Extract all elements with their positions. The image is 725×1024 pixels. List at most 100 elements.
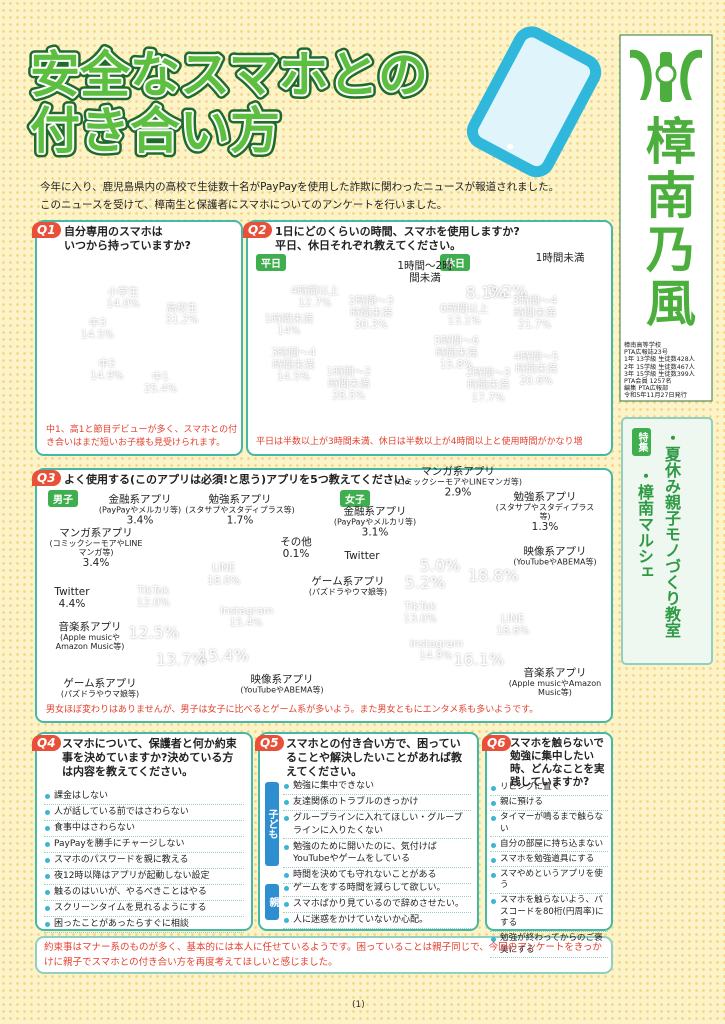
info-line: PTA広報誌23号 — [624, 349, 668, 357]
question: よく使用する(このアプリは必須!と思う)アプリを5つ教えてください。 — [64, 473, 416, 486]
slice-name: 映像系アプリ — [250, 673, 314, 686]
answer-item: 時間を決めても守れないことがある — [283, 869, 471, 884]
pie-label: 音楽系アプリ (Apple musicやAmazon Music等) — [44, 621, 136, 651]
answer-item: 課金はしない — [44, 790, 244, 805]
pie-label: 3時間〜4時間未満 21.7% — [509, 295, 561, 331]
pie-label: 映像系アプリ (YouTubeやABEMA等) — [227, 673, 337, 694]
q-badge: Q6 — [482, 735, 511, 751]
pie-label: 4時間〜5時間未満 20.6% — [510, 351, 562, 387]
question-line: 自分専用のスマホは — [64, 225, 163, 238]
slice-name: 3時間〜4時間未満 — [512, 295, 558, 320]
question: スマホとの付き合い方で、困っていることや解決したいことがあれば教えてください。 — [286, 737, 462, 778]
feature-item: ・樟南マルシェ — [635, 468, 654, 580]
slice-value: 13.0% — [403, 612, 437, 625]
group-label: 親 — [265, 884, 279, 920]
title-line: 付き合い方 — [30, 102, 280, 160]
chart-title: 平日 — [256, 254, 286, 271]
pie-label: 金融系アプリ (PayPayやメルカリ等) 3.4% — [90, 493, 190, 526]
slice-name: 映像系アプリ — [523, 545, 587, 558]
title-line: 安全なスマホとの — [30, 46, 428, 104]
slice-name: 音楽系アプリ — [58, 620, 122, 633]
slice-name: 4時間〜5時間未満 — [513, 350, 559, 375]
chart-title: 女子 — [340, 490, 370, 507]
slice-value: 3.4% — [82, 557, 110, 570]
info-line: PTA会員 1257名 — [624, 378, 672, 386]
answer-item: スマホばかり見ているので辞めさせたい。 — [283, 898, 471, 913]
answer-item: 人に迷惑をかけていないか心配。 — [283, 914, 471, 929]
logo — [630, 49, 702, 102]
slice-name: 勉強系アプリ — [208, 493, 272, 506]
chart-title: 休日 — [440, 254, 470, 271]
pie-label: 映像系アプリ (YouTubeやABEMA等) — [503, 545, 607, 566]
slice-value: 8.1% — [465, 282, 507, 302]
slice-value: 0.1% — [282, 548, 310, 560]
slice-name: その他 — [280, 535, 312, 548]
slice-value: 16.1% — [453, 650, 505, 670]
answer-item: スマホのパスワードを親に教える — [44, 854, 244, 869]
note: 平日は半数以上が3時間未満、休日は半数以上が4時間以上と使用時間がかなり増 — [256, 437, 583, 447]
info-line: 3年 15学級 生徒数399人 — [624, 370, 695, 378]
pie-label: 2時間〜3時間未満 17.7% — [462, 367, 514, 403]
pie-label: ゲーム系アプリ (パズドラやウマ娘等) — [298, 575, 398, 596]
slice-detail: (パズドラやウマ娘等) — [308, 587, 388, 597]
pie-label: 1時間〜2時間未満 — [394, 260, 456, 284]
answer-list: 課金はしない 人が話している前ではさわらない 食事中はさわらない PayPayを勝手に… — [44, 790, 244, 934]
slice-value: 28.5% — [332, 390, 366, 403]
pie-label: 4時間以上 12.7% — [289, 285, 341, 309]
slice-name: 勉強系アプリ — [513, 490, 577, 503]
slice-detail: (コミックシーモアやLINEマンガ等) — [49, 538, 143, 557]
pie-label: 3時間〜4時間未満 14.5% — [267, 347, 319, 383]
slice-name: 6時間以上 — [439, 302, 489, 315]
slice-value: 18.8% — [467, 566, 519, 586]
phone-icon — [466, 26, 602, 178]
slice-name: Twitter — [54, 585, 90, 598]
slice-name: TikTok — [137, 585, 170, 598]
pie-label: 中3 14.5% — [71, 317, 123, 341]
pie-label: 1時間〜2時間未満 28.5% — [323, 366, 375, 402]
slice-value: 18.6% — [496, 624, 530, 637]
slice-detail: (パズドラやウマ娘等) — [60, 689, 140, 699]
note: 中1、高1と節目デビューが多く、スマホとの付き合いはまだ短いお子様も見受けられま… — [46, 425, 238, 448]
info-line: 編集 PTA広報部 — [624, 385, 669, 393]
q-badge: Q3 — [32, 470, 61, 486]
pie-label: 5時間〜6時間未満 15.8% — [430, 335, 482, 371]
question: スマホについて、保護者と何か約束事を決めていますか?決めている方は内容を教えてく… — [62, 737, 237, 778]
q-badge: Q5 — [255, 735, 284, 751]
feature-item: ・夏休み親子モノづくり教室 — [662, 430, 681, 638]
pie-label: 中2 14.9% — [81, 358, 133, 382]
pie-label: 勉強系アプリ (スタサプやスタディプラス等) 1.3% — [493, 491, 597, 534]
pie-label: LINE 18.0% — [198, 562, 250, 586]
answer-item: 勉強が終わってからのご褒美にする — [490, 933, 608, 958]
slice-name: 高校生 — [166, 301, 198, 314]
intro-line: 今年に入り、鹿児島県内の高校で生徒数十名がPayPayを使用した詐欺に関わったニ… — [40, 181, 560, 193]
pie-label: TikTok 12.0% — [127, 585, 179, 609]
slice-detail: (YouTubeやABEMA等) — [240, 685, 324, 695]
answer-item: 自分の部屋に持ち込まない — [490, 839, 608, 852]
answer-item: リビングに置く — [490, 782, 608, 796]
pie-label: Twitter — [332, 550, 392, 562]
slice-detail: (PayPayやメルカリ等) — [98, 505, 182, 515]
q-badge: Q1 — [32, 222, 61, 238]
pie-label: 1時間未満 14% — [263, 313, 315, 337]
intro: 今年に入り、鹿児島県内の高校で生徒数十名がPayPayを使用した詐欺に関わったニ… — [40, 178, 559, 214]
slice-detail: (Apple musicやAmazon Music等) — [508, 678, 602, 698]
answer-item: タイマーが鳴るまで触らない — [490, 812, 608, 837]
phone-button — [507, 143, 514, 150]
slice-name: マンガ系アプリ — [59, 526, 133, 539]
pie-label: LINE 18.6% — [487, 613, 539, 637]
pie-label: TikTok 13.0% — [394, 601, 446, 625]
chart-title: 男子 — [48, 490, 78, 507]
pie-label: 中1 25.4% — [135, 371, 187, 395]
pie-label: 1時間未満 — [525, 252, 595, 264]
pie-label: Twitter 4.4% — [42, 586, 102, 610]
info-line: 2年 15学級 生徒数467人 — [624, 363, 695, 371]
slice-detail: (スタサプやスタディプラス等) — [185, 505, 295, 515]
question-line: いつから持っていますか? — [64, 239, 191, 252]
slice-name: 金融系アプリ — [343, 505, 407, 518]
slice-value: 3.1% — [361, 526, 389, 539]
pie-label: 小学生 14.0% — [97, 286, 149, 310]
slice-value: 5.0% — [419, 555, 461, 575]
answer-item: 夜12時以降はアプリが起動しない設定 — [44, 870, 244, 885]
slice-name: TikTok — [404, 600, 437, 613]
